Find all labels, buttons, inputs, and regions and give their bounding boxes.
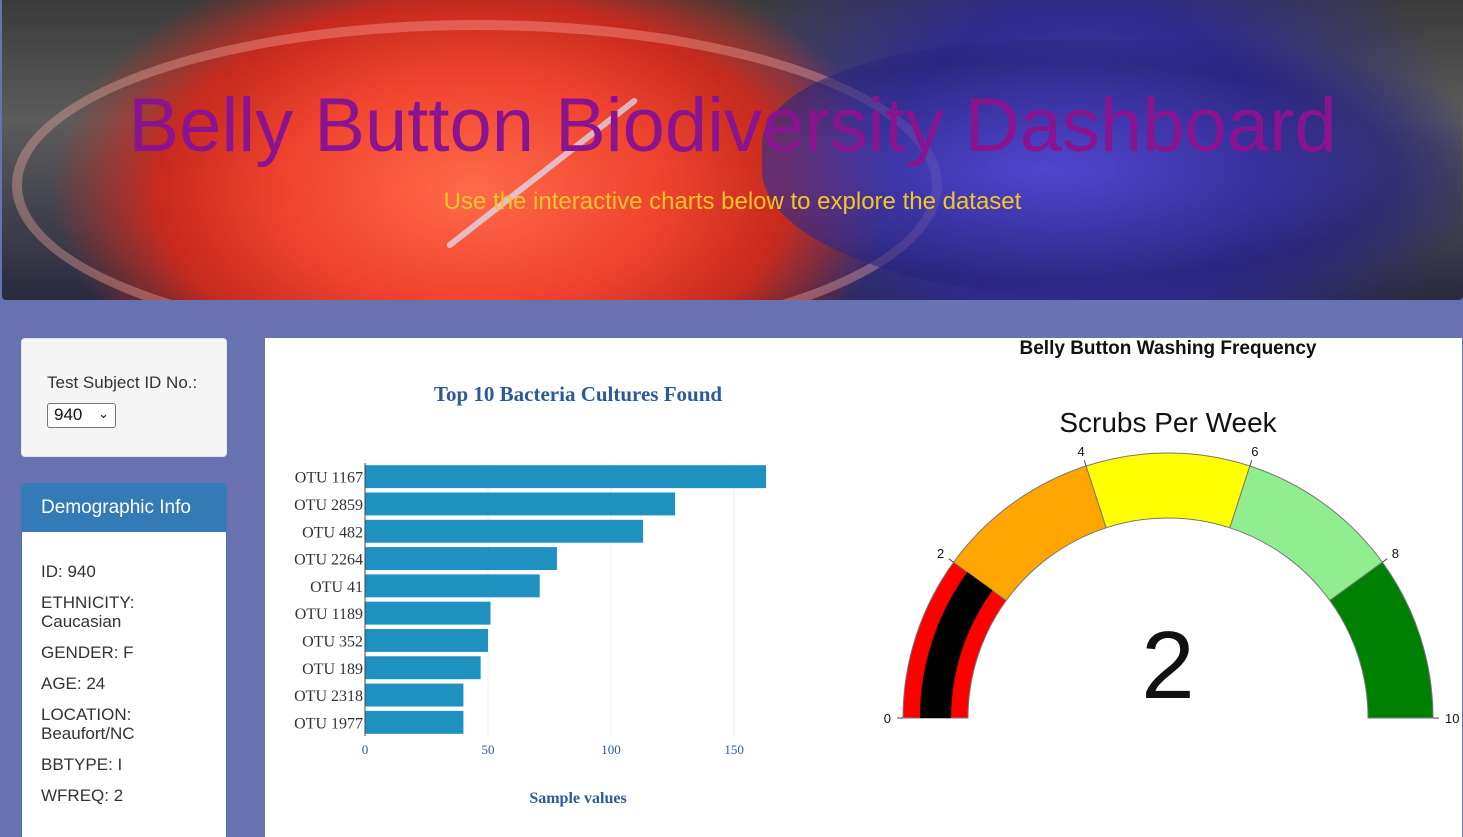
gauge-chart-title: Scrubs Per Week — [1059, 407, 1277, 438]
gauge-chart[interactable]: Scrubs Per Week 0 2 4 6 8 10 2 — [868, 380, 1463, 820]
chevron-down-icon: ⌄ — [98, 406, 109, 421]
bar-otu-352[interactable] — [365, 628, 489, 652]
gauge-tick-label: 6 — [1251, 444, 1258, 459]
bar-y-tick-label: OTU 1977 — [294, 715, 363, 732]
gauge-tick — [1083, 460, 1087, 467]
bar-otu-1167[interactable] — [365, 465, 767, 489]
bar-y-tick-label: OTU 189 — [302, 661, 363, 678]
demo-bbtype: BBTYPE: I — [41, 755, 123, 774]
gauge-tick — [1382, 558, 1388, 563]
bar-y-tick-label: OTU 2264 — [294, 552, 363, 569]
bar-y-tick-label: OTU 2318 — [294, 688, 363, 705]
bar-x-tick-label: 150 — [724, 742, 744, 757]
gauge-tick — [948, 558, 954, 563]
demo-age: AGE: 24 — [41, 674, 106, 693]
gauge-value-bar — [919, 572, 993, 718]
gauge-tick-label: 4 — [1078, 444, 1085, 459]
bar-y-tick-label: OTU 482 — [302, 524, 363, 541]
gauge-tick-label: 2 — [937, 546, 944, 561]
bar-otu-2859[interactable] — [365, 492, 676, 516]
bar-x-tick-label: 0 — [362, 742, 369, 757]
subject-selector-panel: Test Subject ID No.: 940 ⌄ — [21, 338, 227, 457]
page-title: Belly Button Biodiversity Dashboard — [128, 83, 1337, 168]
bar-otu-41[interactable] — [365, 574, 540, 598]
subject-id-select[interactable]: 940 ⌄ — [47, 403, 116, 428]
gauge-tick-label: 10 — [1445, 711, 1459, 726]
bar-chart-title: Top 10 Bacteria Cultures Found — [434, 382, 723, 406]
demo-wfreq: WFREQ: 2 — [41, 786, 124, 805]
bar-otu-482[interactable] — [365, 519, 644, 543]
gauge-step-4-6 — [1085, 452, 1251, 529]
bar-otu-2318[interactable] — [365, 683, 464, 707]
header-banner: Belly Button Biodiversity Dashboard Use … — [2, 0, 1463, 300]
bar-y-tick-label: OTU 41 — [310, 579, 363, 596]
demographic-info-heading: Demographic Info — [22, 484, 226, 532]
page-subtitle: Use the interactive charts below to expl… — [443, 188, 1022, 215]
gauge-value-number: 2 — [1141, 612, 1194, 719]
bar-otu-1189[interactable] — [365, 601, 491, 625]
demo-gender: GENDER: F — [41, 643, 134, 662]
bar-x-tick-label: 50 — [482, 742, 495, 757]
gauge-panel-title: Belly Button Washing Frequency — [1019, 338, 1317, 359]
bar-otu-189[interactable] — [365, 656, 481, 680]
subject-selector-label: Test Subject ID No.: — [47, 373, 198, 392]
glove-image — [762, 40, 1462, 300]
bar-x-tick-label: 100 — [601, 742, 621, 757]
bar-y-tick-label: OTU 1167 — [295, 470, 363, 487]
bar-y-tick-label: OTU 1189 — [295, 606, 363, 623]
gauge-tick-label: 8 — [1392, 546, 1399, 561]
demographic-info-panel: Demographic Info ID: 940 ETHNICITY: Cauc… — [21, 483, 227, 837]
gauge-tick — [1249, 460, 1253, 467]
bar-otu-2264[interactable] — [365, 547, 557, 571]
demo-ethnicity: ETHNICITY: Caucasian — [41, 593, 135, 631]
gauge-tick-label: 0 — [884, 711, 891, 726]
bar-chart[interactable]: Top 10 Bacteria Cultures Found OTU 1167 O… — [265, 338, 865, 837]
demo-id: ID: 940 — [41, 562, 96, 581]
subject-id-selected-value: 940 — [54, 405, 83, 424]
demographic-info-body: ID: 940 ETHNICITY: Caucasian GENDER: F A… — [22, 532, 226, 805]
bar-otu-1977[interactable] — [365, 710, 464, 734]
bar-chart-x-axis-label: Sample values — [529, 790, 626, 807]
bar-y-tick-label: OTU 2859 — [294, 497, 363, 514]
demo-location: LOCATION: Beaufort/NC — [41, 705, 135, 743]
bar-y-tick-label: OTU 352 — [302, 633, 363, 650]
